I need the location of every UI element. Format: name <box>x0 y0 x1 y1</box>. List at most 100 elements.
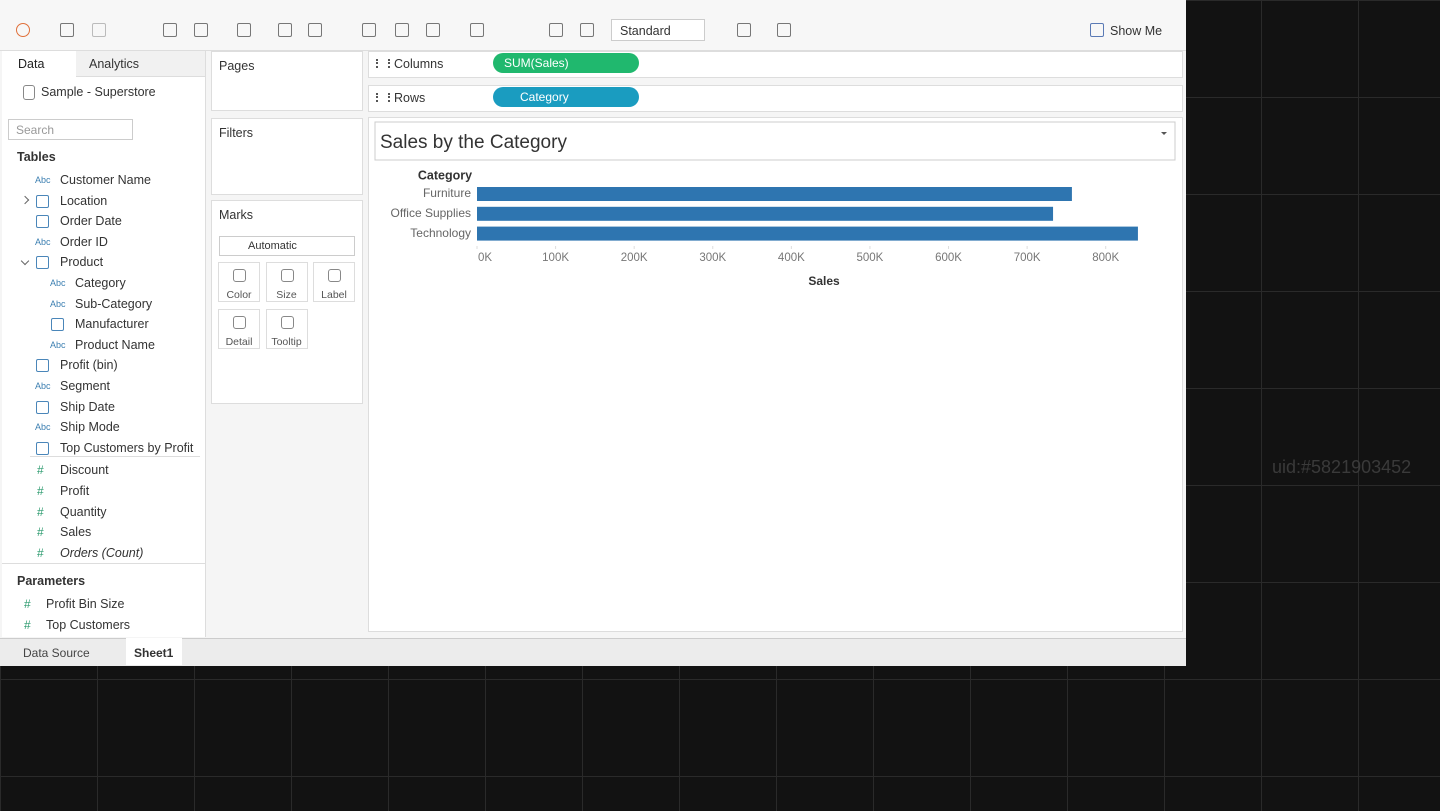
show-me[interactable]: Show Me <box>1110 24 1163 38</box>
search-placeholder: Search <box>16 123 55 137</box>
x-tick-label: 200K <box>621 252 648 264</box>
field-icon: Abc <box>35 422 51 433</box>
duplicate[interactable] <box>278 23 292 37</box>
presentation-mode[interactable] <box>777 23 791 37</box>
field[interactable]: Discount <box>60 463 109 478</box>
redo[interactable] <box>92 23 106 37</box>
category-label: Technology <box>410 226 471 240</box>
pin[interactable] <box>580 23 594 37</box>
field-icon: Abc <box>50 339 66 350</box>
field[interactable]: Profit <box>60 484 90 498</box>
mark-button[interactable] <box>313 262 355 302</box>
swap[interactable] <box>362 23 376 37</box>
category-label: Furniture <box>423 186 471 200</box>
sort-asc[interactable] <box>395 23 409 37</box>
chart-title: Sales by the Category <box>380 132 567 153</box>
mark-type[interactable]: Automatic <box>219 236 355 256</box>
field-icon: Abc <box>50 298 66 309</box>
mark-button-label: Size <box>276 289 297 301</box>
field[interactable]: Location <box>60 193 108 208</box>
bar <box>477 187 1072 201</box>
tableau-window: Standard Show Me Data Analytics Sample - S… <box>0 0 1186 666</box>
title-menu[interactable] <box>1161 132 1167 135</box>
toolbar: Standard Show Me <box>0 0 1186 51</box>
field[interactable]: Order Date <box>60 214 122 229</box>
mark-button-icon <box>233 316 246 329</box>
data-source-icon <box>23 85 35 100</box>
field[interactable]: Sub-Category <box>75 296 153 311</box>
shelf-icon <box>376 93 390 102</box>
x-tick-label: 100K <box>542 252 569 264</box>
field-icon <box>36 215 49 229</box>
field[interactable]: Product Name <box>75 337 155 352</box>
field-icon <box>36 441 49 455</box>
mark-button-icon <box>233 269 246 282</box>
mark-button[interactable] <box>218 262 260 302</box>
mark-button-label: Color <box>226 289 252 301</box>
sort-desc[interactable] <box>426 23 440 37</box>
field[interactable]: Customer Name <box>60 173 151 187</box>
x-tick-label: 800K <box>1092 252 1119 264</box>
field-icon: Abc <box>35 175 51 185</box>
mark-button-icon <box>280 316 294 329</box>
card-title: Filters <box>219 126 254 140</box>
pill[interactable]: Category <box>493 87 639 107</box>
new-sheet[interactable] <box>237 23 251 37</box>
field[interactable]: Profit Bin Size <box>46 597 125 612</box>
mark-button[interactable] <box>265 262 308 302</box>
new-data-source[interactable] <box>194 23 208 37</box>
field[interactable]: Product <box>60 255 104 270</box>
data-source[interactable]: Sample - Superstore <box>41 85 156 99</box>
labels[interactable] <box>549 23 563 37</box>
tab[interactable]: Data <box>2 51 75 77</box>
field[interactable]: Manufacturer <box>75 317 149 332</box>
field-icon: Abc <box>35 381 51 391</box>
category-header: Category <box>418 168 472 182</box>
field-icon: Abc <box>35 236 51 247</box>
field[interactable]: Segment <box>60 379 111 393</box>
field[interactable]: Ship Mode <box>60 420 120 435</box>
field[interactable]: Orders (Count) <box>60 545 144 560</box>
field[interactable]: Quantity <box>60 504 107 519</box>
chart: Sales by the Category Category 0K 100K 200K… <box>374 121 1176 288</box>
field-icon <box>51 318 64 332</box>
field-icon: # <box>24 597 31 612</box>
field[interactable]: Sales <box>60 525 92 540</box>
field[interactable]: Order ID <box>60 234 108 249</box>
field[interactable]: Category <box>75 276 126 290</box>
view <box>368 117 1183 632</box>
mark-button-icon <box>328 269 341 282</box>
bar <box>477 226 1138 241</box>
pill[interactable]: SUM(Sales) <box>493 53 639 73</box>
x-tick-label: 0K <box>478 252 492 264</box>
undo[interactable] <box>60 23 74 37</box>
shelf-label: Columns <box>394 57 444 71</box>
mark-button[interactable] <box>265 309 308 349</box>
watermark: uid:#5821903452 <box>1272 457 1412 477</box>
x-axis-label: Sales <box>808 274 840 288</box>
x-tick-label: 500K <box>857 252 884 264</box>
tab[interactable]: Analytics <box>76 51 205 77</box>
shelf-icon <box>376 59 390 68</box>
tab[interactable]: Sheet1 <box>134 646 174 660</box>
field[interactable]: Profit (bin) <box>60 358 118 373</box>
field[interactable]: Ship Date <box>60 399 115 414</box>
bar <box>477 206 1054 221</box>
field[interactable]: Top Customers <box>46 618 131 632</box>
save[interactable] <box>163 23 177 37</box>
separator <box>2 563 205 565</box>
fit-dropdown[interactable]: Standard <box>611 19 705 41</box>
field[interactable]: Top Customers by Profit <box>60 440 194 455</box>
clear[interactable] <box>308 23 322 37</box>
tab[interactable]: Data Source <box>23 646 90 660</box>
mark-button[interactable] <box>218 309 260 349</box>
card-title: Pages <box>219 59 255 73</box>
field-icon: # <box>37 525 44 540</box>
field-icon <box>36 256 49 270</box>
mark-button-label: Tooltip <box>271 336 302 348</box>
highlight[interactable] <box>470 23 484 37</box>
present-cards[interactable] <box>737 23 751 37</box>
tab-active <box>126 638 182 665</box>
x-tick-label: 700K <box>1014 252 1041 264</box>
